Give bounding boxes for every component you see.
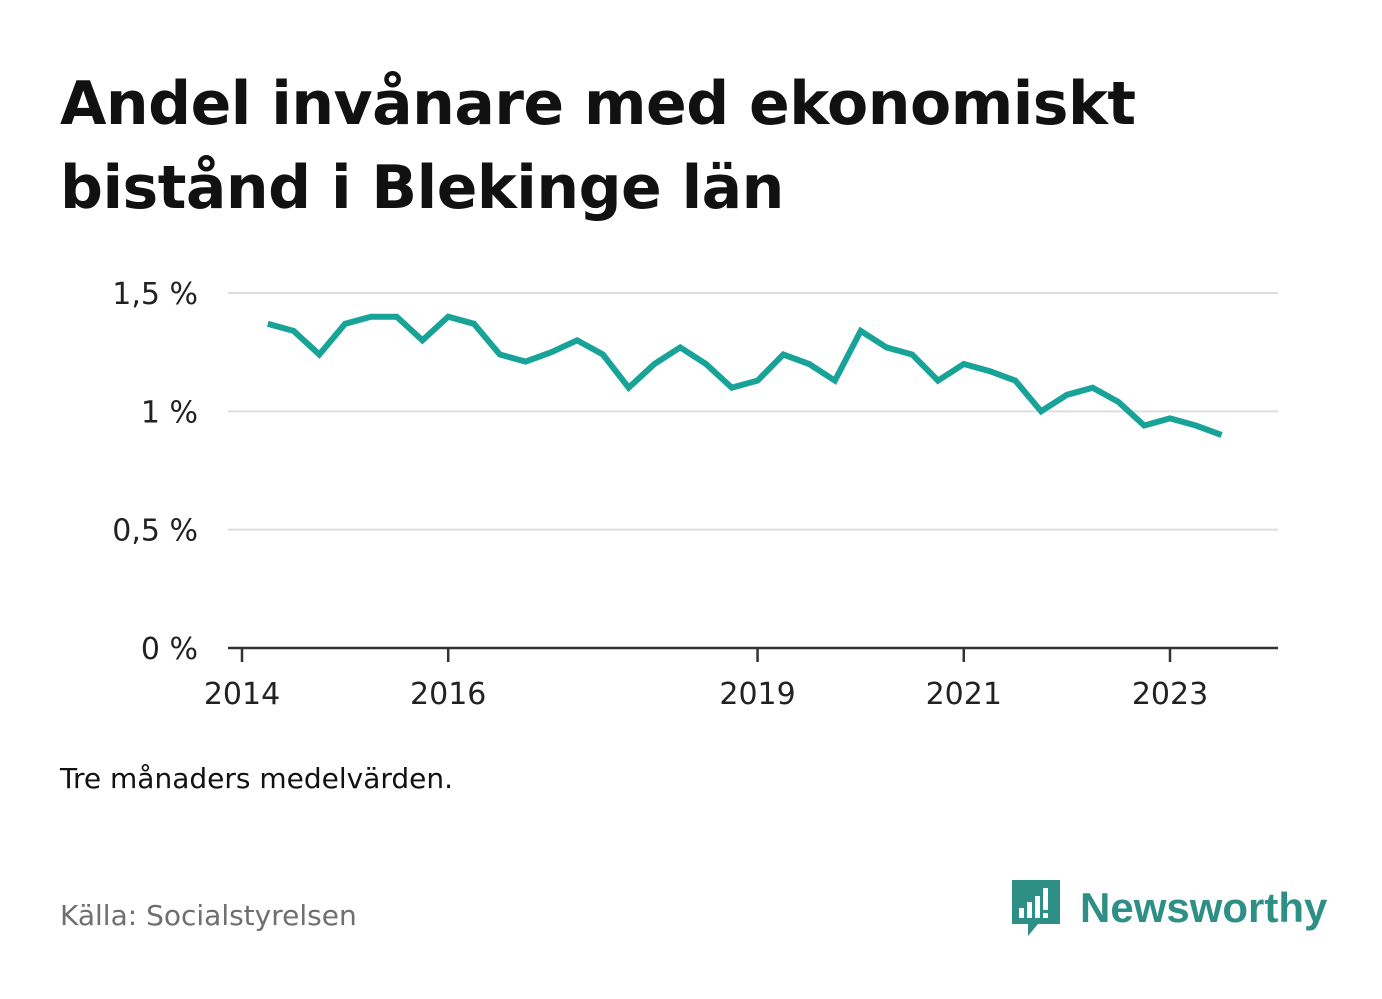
data-point bbox=[909, 352, 915, 358]
data-point bbox=[858, 328, 864, 334]
x-tick-label: 2023 bbox=[1132, 677, 1208, 712]
data-point bbox=[677, 344, 683, 350]
series-layer bbox=[265, 313, 1225, 438]
data-point bbox=[368, 314, 374, 320]
chart-title: Andel invånare med ekonomiskt bistånd i … bbox=[60, 69, 1136, 223]
data-point bbox=[806, 361, 812, 367]
x-tick-label: 2019 bbox=[719, 677, 795, 712]
data-point bbox=[1038, 408, 1044, 414]
data-point bbox=[523, 359, 529, 365]
data-point bbox=[445, 314, 451, 320]
data-point bbox=[1141, 423, 1147, 429]
data-point bbox=[780, 352, 786, 358]
data-point bbox=[1115, 399, 1121, 405]
x-tick-label: 2021 bbox=[926, 677, 1002, 712]
y-tick-label: 1 % bbox=[141, 395, 198, 430]
data-point bbox=[1219, 432, 1225, 438]
data-point bbox=[651, 361, 657, 367]
data-point bbox=[265, 321, 271, 327]
brand-logo: Newsworthy bbox=[1010, 878, 1327, 938]
series-line bbox=[267, 313, 1223, 438]
data-point bbox=[316, 352, 322, 358]
data-point bbox=[291, 328, 297, 334]
data-point bbox=[497, 352, 503, 358]
data-point bbox=[1090, 385, 1096, 391]
data-point bbox=[394, 314, 400, 320]
data-point bbox=[755, 378, 761, 384]
data-point bbox=[574, 337, 580, 343]
x-tick-label: 2016 bbox=[410, 677, 486, 712]
data-point bbox=[626, 385, 632, 391]
source-credit: Källa: Socialstyrelsen bbox=[60, 899, 357, 932]
data-point bbox=[987, 368, 993, 374]
data-point bbox=[961, 361, 967, 367]
data-point bbox=[1193, 423, 1199, 429]
x-tick-label: 2014 bbox=[204, 677, 280, 712]
data-point bbox=[600, 352, 606, 358]
chart-note: Tre månaders medelvärden. bbox=[60, 762, 454, 795]
data-point bbox=[1012, 378, 1018, 384]
data-point bbox=[419, 337, 425, 343]
axes: 0 % 0,5 % 1 % 1,5 % 2014 2016 2019 2021 2023 bbox=[112, 277, 1278, 712]
y-tick-label: 0,5 % bbox=[112, 514, 198, 549]
data-point bbox=[883, 344, 889, 350]
data-point bbox=[1064, 392, 1070, 398]
y-tick-label: 1,5 % bbox=[112, 277, 198, 312]
data-point bbox=[832, 378, 838, 384]
data-point bbox=[548, 349, 554, 355]
data-point bbox=[471, 321, 477, 327]
y-tick-label: 0 % bbox=[141, 632, 198, 667]
line-chart: 0 % 0,5 % 1 % 1,5 % 2014 2016 2019 2021 2023 bbox=[112, 277, 1278, 712]
brand-name: Newsworthy bbox=[1080, 884, 1328, 931]
data-point bbox=[703, 361, 709, 367]
data-point bbox=[342, 321, 348, 327]
newsworthy-chart-bubble-icon bbox=[1012, 880, 1060, 936]
data-point bbox=[1167, 415, 1173, 421]
gridlines bbox=[228, 292, 1278, 531]
data-point bbox=[935, 378, 941, 384]
data-point bbox=[729, 385, 735, 391]
